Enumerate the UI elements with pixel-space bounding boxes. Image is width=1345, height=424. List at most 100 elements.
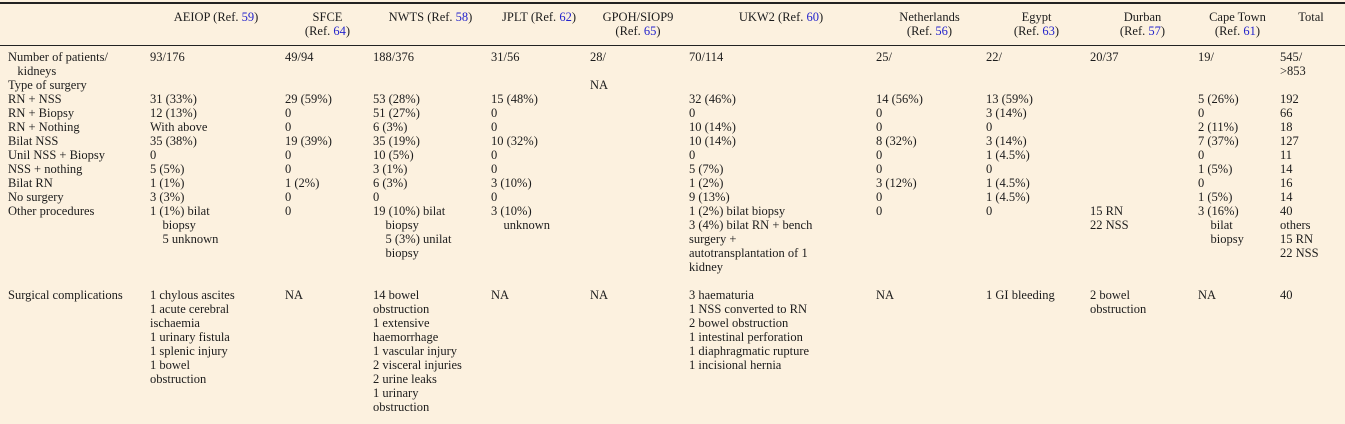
table-cell: 3 (14%) [986, 134, 1027, 148]
table-cell: 0 [876, 120, 883, 134]
reference-link[interactable]: 56 [935, 24, 948, 38]
table-cell: 1 (5%) [1198, 162, 1233, 176]
table-cell: 0 [373, 190, 380, 204]
table-cell: 29 (59%) [285, 92, 332, 106]
table-cell: 19 (39%) [285, 134, 332, 148]
table-cell [590, 162, 689, 176]
table-row: Type of surgery NA [0, 78, 1345, 92]
table-cell: 3 (3%) [150, 190, 185, 204]
reference-link[interactable]: 58 [455, 10, 469, 24]
row-label: NSS + nothing [8, 162, 83, 176]
table-cell: 3 (10%) [491, 176, 532, 190]
table-row: Surgical complications 1 chylous ascites … [0, 274, 1345, 424]
table-cell: 19 (10%) bilat biopsy 5 (3%) unilat biop… [373, 204, 452, 260]
table-cell: 0 [285, 120, 292, 134]
row-label: Surgical complications [8, 288, 123, 302]
table-cell: 14 [1280, 190, 1293, 204]
table-cell: 127 [1280, 134, 1299, 148]
table-cell: 0 [285, 204, 292, 218]
reference-link[interactable]: 59 [241, 10, 255, 24]
reference-link[interactable]: 63 [1042, 24, 1055, 38]
reference-link[interactable]: 61 [1243, 24, 1256, 38]
table-cell: 10 (14%) [689, 134, 736, 148]
table-cell: 51 (27%) [373, 106, 420, 120]
table-cell: 14 [1280, 162, 1293, 176]
table-cell: 3 (1%) [373, 162, 408, 176]
table-cell: 1 chylous ascites 1 acute cerebral ischa… [150, 288, 235, 386]
table-cell: 35 (19%) [373, 134, 420, 148]
row-label: RN + Biopsy [8, 106, 75, 120]
table-body: Number of patients/ kidneys 93/176 49/94 18… [0, 46, 1345, 424]
table-cell: 2 (11%) [1198, 120, 1239, 134]
column-header-sfce: SFCE (Ref. 64) [285, 3, 373, 46]
row-label: Other procedures [8, 204, 95, 218]
row-label: Number of patients/ kidneys [8, 50, 108, 78]
table-cell: 18 [1280, 120, 1293, 134]
table-cell: 70/114 [689, 50, 724, 64]
table-cell: 0 [876, 190, 883, 204]
table-row: No surgery 3 (3%) 0 0 0 9 (13%) 0 1 (4.5%) 1 (5%… [0, 190, 1345, 204]
table-cell: 40 others 15 RN 22 NSS [1280, 204, 1319, 260]
table-cell: 1 (5%) [1198, 190, 1233, 204]
column-header-aeiop: AEIOP (Ref. 59) [150, 3, 285, 46]
table-cell: 0 [876, 162, 883, 176]
table-cell: 0 [986, 204, 993, 218]
table-row: Bilat RN 1 (1%) 1 (2%) 6 (3%) 3 (10%) 1 (2%) 3… [0, 176, 1345, 190]
table-cell [150, 78, 285, 92]
table-cell: 1 GI bleeding [986, 288, 1055, 302]
reference-link[interactable]: 62 [559, 10, 572, 24]
table-cell: 13 (59%) [986, 92, 1033, 106]
table-cell: NA [590, 288, 609, 302]
reference-link[interactable]: 57 [1148, 24, 1161, 38]
table-cell: 192 [1280, 92, 1299, 106]
table-cell: 0 [876, 148, 883, 162]
table-header: AEIOP (Ref. 59) SFCE (Ref. 64) NWTS (Ref. 5… [0, 3, 1345, 46]
table-cell: 0 [876, 204, 883, 218]
table-row: Other procedures 1 (1%) bilat biopsy 5 un… [0, 204, 1345, 274]
table-cell [1198, 78, 1280, 92]
table-cell: 19/ [1198, 50, 1214, 64]
table-cell [1090, 162, 1198, 176]
column-header-cape-town: Cape Town (Ref. 61) [1198, 3, 1280, 46]
table-cell [1090, 190, 1198, 204]
table-cell: 5 (26%) [1198, 92, 1239, 106]
column-header-netherlands: Netherlands (Ref. 56) [876, 3, 986, 46]
reference-link[interactable]: 65 [643, 24, 657, 38]
table-cell: 16 [1280, 176, 1293, 190]
table-cell: 1 (4.5%) [986, 148, 1030, 162]
table-cell [590, 204, 689, 274]
table-cell: 0 [285, 190, 292, 204]
table-cell [1090, 120, 1198, 134]
table-cell: 53 (28%) [373, 92, 420, 106]
table-cell: NA [285, 288, 304, 302]
table-cell [590, 190, 689, 204]
table-cell: 1 (4.5%) [986, 176, 1030, 190]
table-cell: 5 (7%) [689, 162, 724, 176]
table-row: RN + NSS 31 (33%) 29 (59%) 53 (28%) 15 (48%)… [0, 92, 1345, 106]
column-header-egypt: Egypt (Ref. 63) [986, 3, 1090, 46]
row-label: RN + NSS [8, 92, 62, 106]
table-cell: 6 (3%) [373, 120, 408, 134]
table-cell: 11 [1280, 148, 1293, 162]
table-cell: 40 [1280, 288, 1293, 302]
reference-link[interactable]: 60 [806, 10, 820, 24]
table-cell: 14 (56%) [876, 92, 923, 106]
table-cell: 0 [491, 162, 498, 176]
table-cell: 0 [986, 162, 993, 176]
table-cell [1090, 78, 1198, 92]
table-cell: 49/94 [285, 50, 314, 64]
table-cell: 188/376 [373, 50, 414, 64]
table-cell [986, 78, 1090, 92]
table-cell [689, 78, 876, 92]
table-cell [590, 120, 689, 134]
table-cell: 0 [876, 106, 883, 120]
table-cell: 0 [491, 120, 498, 134]
row-label: Type of surgery [8, 78, 87, 92]
table-cell: 1 (2%) bilat biopsy 3 (4%) bilat RN + be… [689, 204, 813, 274]
table-cell: 28/ [590, 50, 606, 64]
row-label: Unil NSS + Biopsy [8, 148, 106, 162]
table-cell: 32 (46%) [689, 92, 736, 106]
reference-link[interactable]: 64 [333, 24, 346, 38]
table-cell: 66 [1280, 106, 1293, 120]
